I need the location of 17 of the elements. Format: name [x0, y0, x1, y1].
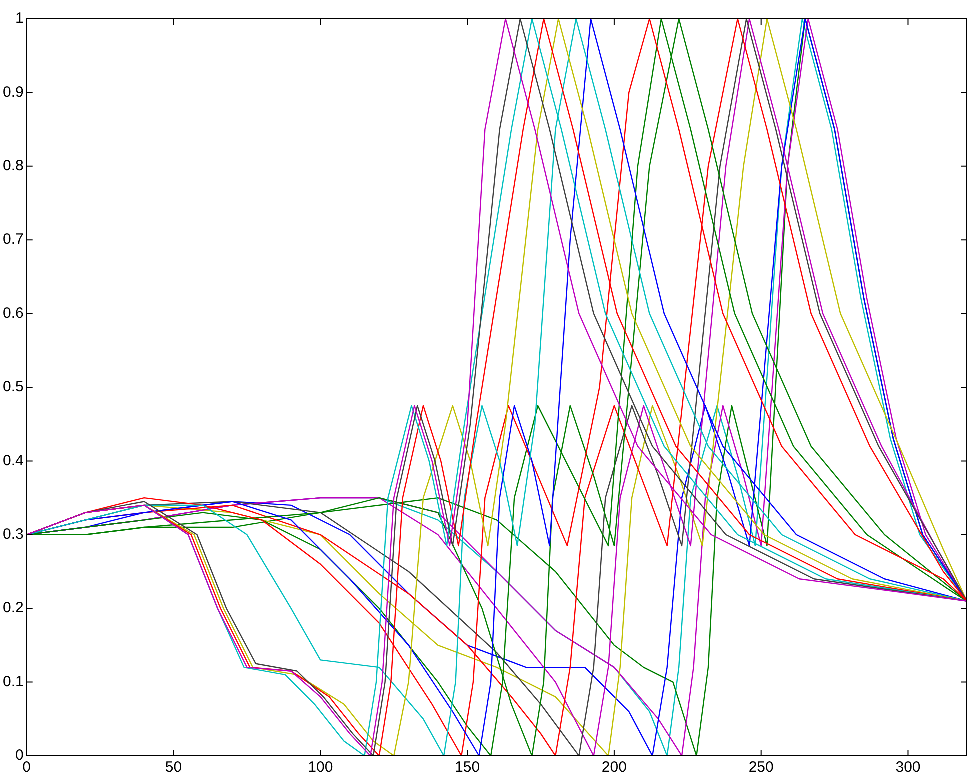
x-tick-label: 300: [896, 759, 921, 776]
y-tick-label: 0.1: [2, 673, 24, 690]
y-tick-label: 0.3: [2, 526, 24, 544]
y-tick-label: 0.2: [2, 600, 24, 617]
x-tick-label: 100: [308, 759, 334, 776]
y-tick-label: 0.5: [2, 378, 24, 396]
y-tick-label: 0.6: [2, 304, 24, 322]
x-tick-label: 150: [455, 759, 480, 776]
y-tick-label: 0.4: [2, 452, 24, 470]
x-tick-label: 200: [602, 759, 627, 776]
y-tick-label: 0.9: [2, 84, 24, 101]
x-tick-label: 50: [165, 759, 182, 776]
x-tick-label: 250: [748, 759, 774, 776]
y-tick-label: 0.7: [2, 231, 24, 248]
y-tick-label: 0: [16, 747, 24, 764]
y-tick-label: 0.8: [2, 158, 24, 175]
y-tick-label: 1: [16, 10, 24, 28]
